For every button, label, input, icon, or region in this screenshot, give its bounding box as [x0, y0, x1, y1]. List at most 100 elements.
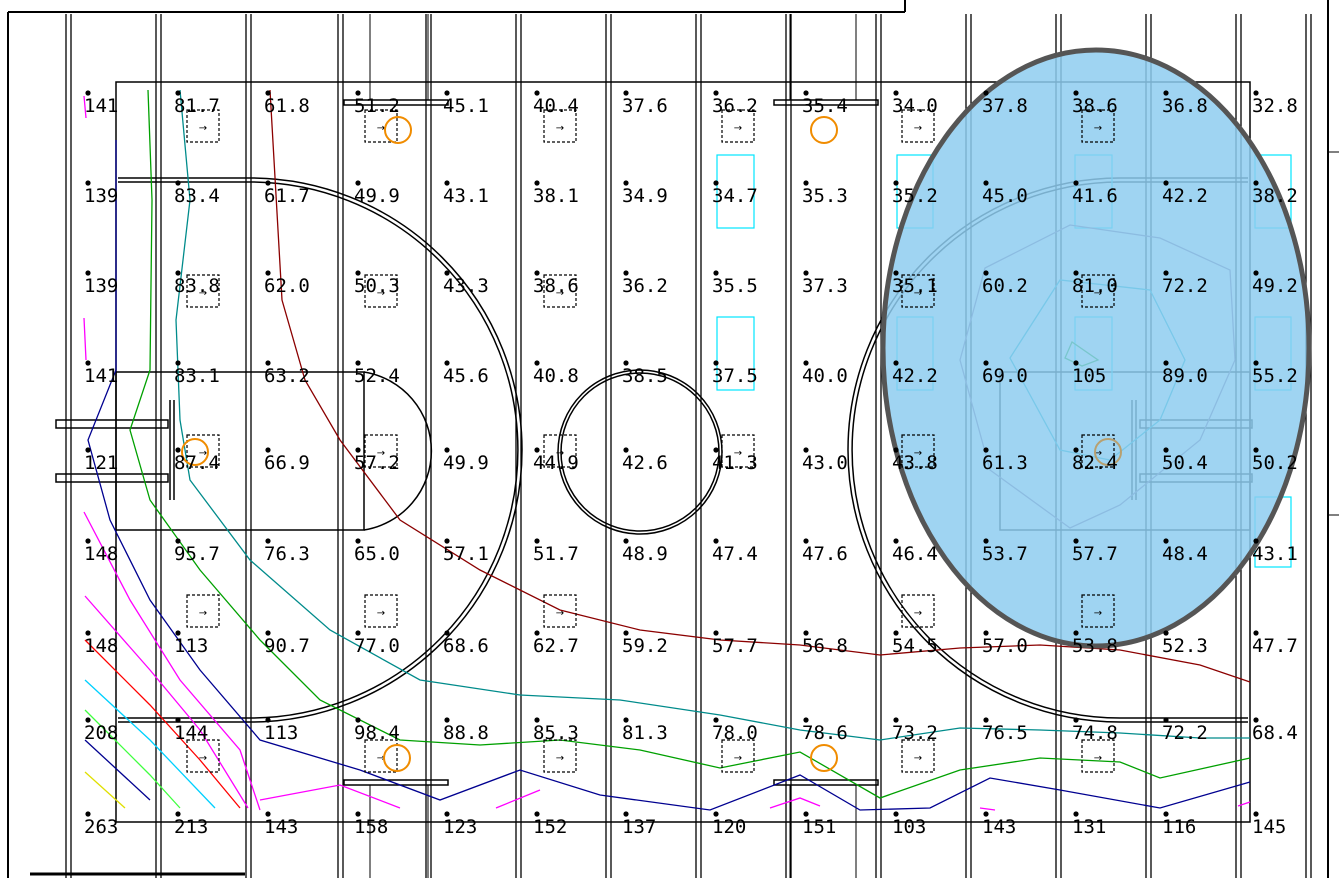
measure-point-icon [983, 90, 989, 96]
illuminance-value: 38.6 [1072, 95, 1118, 117]
illuminance-value: 42.6 [622, 452, 668, 474]
illuminance-value: 46.4 [892, 543, 938, 565]
fixture-arrow-icon: → [377, 608, 385, 619]
fixture-arrow-icon: → [199, 448, 207, 459]
fixture-arrow-icon: → [1094, 608, 1102, 619]
illuminance-value: 38.1 [533, 185, 579, 207]
fixture-box-icon [1081, 274, 1115, 308]
measure-point-icon [1073, 447, 1079, 453]
illuminance-value: 141 [84, 365, 118, 387]
fixture-box-icon [901, 739, 935, 773]
fixture-arrow-icon: → [556, 448, 564, 459]
measure-point-icon [1253, 270, 1259, 276]
measure-point-icon [623, 90, 629, 96]
measure-point-icon [713, 630, 719, 636]
illuminance-value: 49.9 [443, 452, 489, 474]
illuminance-value: 51.2 [354, 95, 400, 117]
fixture-boxes: → → → → → → → → → → → → → → → → → → → → → → → → → → → → [186, 109, 1115, 773]
illuminance-value: 139 [84, 185, 118, 207]
illuminance-value: 143 [264, 816, 298, 838]
illuminance-value: 55.2 [1252, 365, 1298, 387]
measure-point-icon [1253, 630, 1259, 636]
measure-point-icon [623, 717, 629, 723]
illuminance-value: 43.1 [1252, 543, 1298, 565]
measure-point-icon [175, 90, 181, 96]
measure-point-icon [265, 717, 271, 723]
illuminance-value: 36.2 [712, 95, 758, 117]
illuminance-value: 37.5 [712, 365, 758, 387]
fixture-circle-icon [810, 116, 838, 144]
measure-point-icon [1163, 180, 1169, 186]
measure-point-icon [175, 270, 181, 276]
measure-point-icon [444, 811, 450, 817]
illuminance-value: 57.0 [982, 635, 1028, 657]
measure-point-icon [175, 447, 181, 453]
fixture-box-icon [1081, 594, 1115, 628]
illuminance-value: 113 [264, 722, 298, 744]
measure-point-icon [444, 270, 450, 276]
illuminance-value: 123 [443, 816, 477, 838]
fixture-box-icon [543, 274, 577, 308]
contour-red-lower [84, 639, 241, 809]
illuminance-value: 61.7 [264, 185, 310, 207]
measure-point-icon [623, 360, 629, 366]
measure-point-icon [803, 717, 809, 723]
fixture-arrow-icon: → [1094, 288, 1102, 299]
measure-point-icon [893, 360, 899, 366]
measure-point-icon [983, 538, 989, 544]
measure-point-icon [1163, 270, 1169, 276]
illuminance-value: 120 [712, 816, 746, 838]
illuminance-value: 62.0 [264, 275, 310, 297]
measure-point-icon [265, 90, 271, 96]
illuminance-value: 83.8 [174, 275, 220, 297]
illuminance-value: 57.2 [354, 452, 400, 474]
fixture-arrow-icon: → [556, 123, 564, 134]
fixture-box-icon [364, 594, 398, 628]
illuminance-value: 53.7 [982, 543, 1028, 565]
fixture-box-icon [186, 434, 220, 468]
fixture-arrow-icon: → [556, 288, 564, 299]
measure-point-icon [265, 538, 271, 544]
fixture-arrow-icon: → [199, 753, 207, 764]
fixture-box-icon [364, 274, 398, 308]
illuminance-value: 77.0 [354, 635, 400, 657]
measure-point-icon [534, 538, 540, 544]
fixture-arrow-icon: → [556, 753, 564, 764]
illuminance-value: 95.7 [174, 543, 220, 565]
measure-point-icon [713, 447, 719, 453]
measure-point-icon [623, 538, 629, 544]
measure-point-icon [85, 360, 91, 366]
contour-yellow-lower [84, 771, 126, 809]
measure-point-icon [1163, 360, 1169, 366]
fixture-arrow-icon: → [377, 753, 385, 764]
measure-point-icon [265, 360, 271, 366]
illuminance-value: 59.2 [622, 635, 668, 657]
measure-point-icon [534, 811, 540, 817]
fixture-box-icon [364, 739, 398, 773]
fixture-arrow-icon: → [199, 288, 207, 299]
measure-point-icon [175, 717, 181, 723]
measure-point-icon [534, 360, 540, 366]
fixture-arrow-icon: → [914, 123, 922, 134]
measure-point-icon [534, 90, 540, 96]
fixture-box-icon [1081, 434, 1115, 468]
measure-point-icon [1073, 811, 1079, 817]
illuminance-value: 66.9 [264, 452, 310, 474]
fixture-box-icon [364, 109, 398, 143]
measure-point-icon [265, 630, 271, 636]
illuminance-value: 47.7 [1252, 635, 1298, 657]
illuminance-value: 88.8 [443, 722, 489, 744]
measure-point-icon [983, 360, 989, 366]
illuminance-value: 158 [354, 816, 388, 838]
measure-point-icon [983, 180, 989, 186]
illuminance-value: 49.9 [354, 185, 400, 207]
fixture-arrow-icon: → [914, 288, 922, 299]
illuminance-value: 113 [174, 635, 208, 657]
fixture-box-icon [543, 434, 577, 468]
measure-point-icon [85, 270, 91, 276]
measure-point-icon [534, 270, 540, 276]
illuminance-value: 45.6 [443, 365, 489, 387]
fixture-box-icon [543, 109, 577, 143]
illuminance-value: 62.7 [533, 635, 579, 657]
measure-point-icon [85, 538, 91, 544]
